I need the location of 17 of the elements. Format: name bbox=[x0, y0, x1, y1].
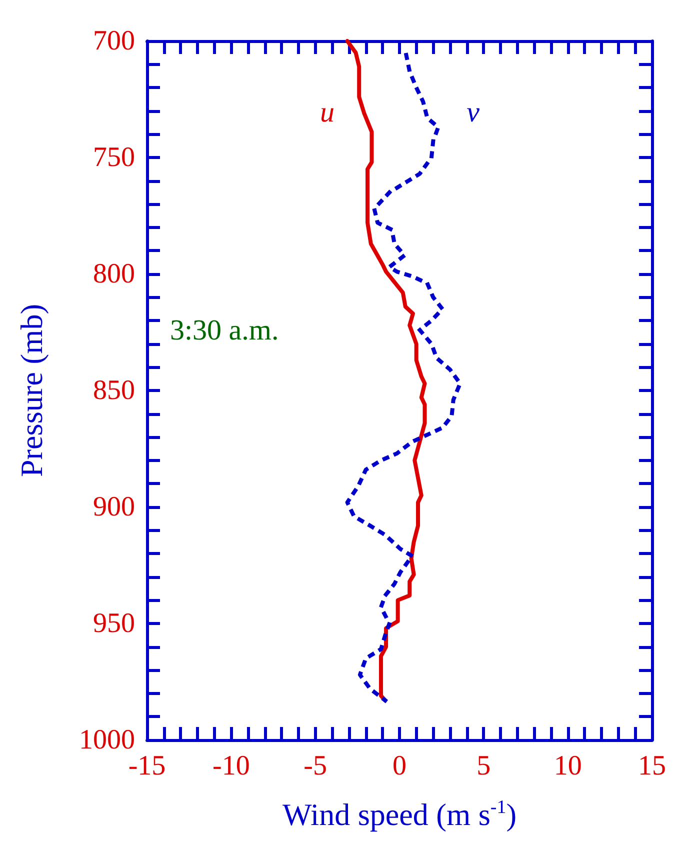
series-label: v bbox=[466, 96, 480, 128]
x-tick-label: 0 bbox=[392, 750, 406, 782]
y-tick-label: 750 bbox=[93, 142, 135, 173]
y-tick-label: 900 bbox=[93, 492, 135, 522]
y-tick-label: 700 bbox=[93, 26, 135, 56]
x-tick-label: 15 bbox=[638, 750, 666, 782]
annotation: 3:30 a.m. bbox=[170, 314, 279, 346]
y-tick-label: 950 bbox=[93, 608, 135, 639]
series-label: u bbox=[320, 96, 334, 128]
x-tick-label: -5 bbox=[304, 750, 327, 782]
x-tick-label: 10 bbox=[554, 750, 582, 782]
x-tick-label: -10 bbox=[212, 750, 250, 782]
x-tick-label: 5 bbox=[476, 750, 491, 782]
y-tick-label: 850 bbox=[93, 375, 135, 406]
y-tick-label: 800 bbox=[93, 258, 135, 290]
y-axis-title: Pressure (mb) bbox=[14, 304, 49, 478]
line-series bbox=[345, 52, 462, 702]
